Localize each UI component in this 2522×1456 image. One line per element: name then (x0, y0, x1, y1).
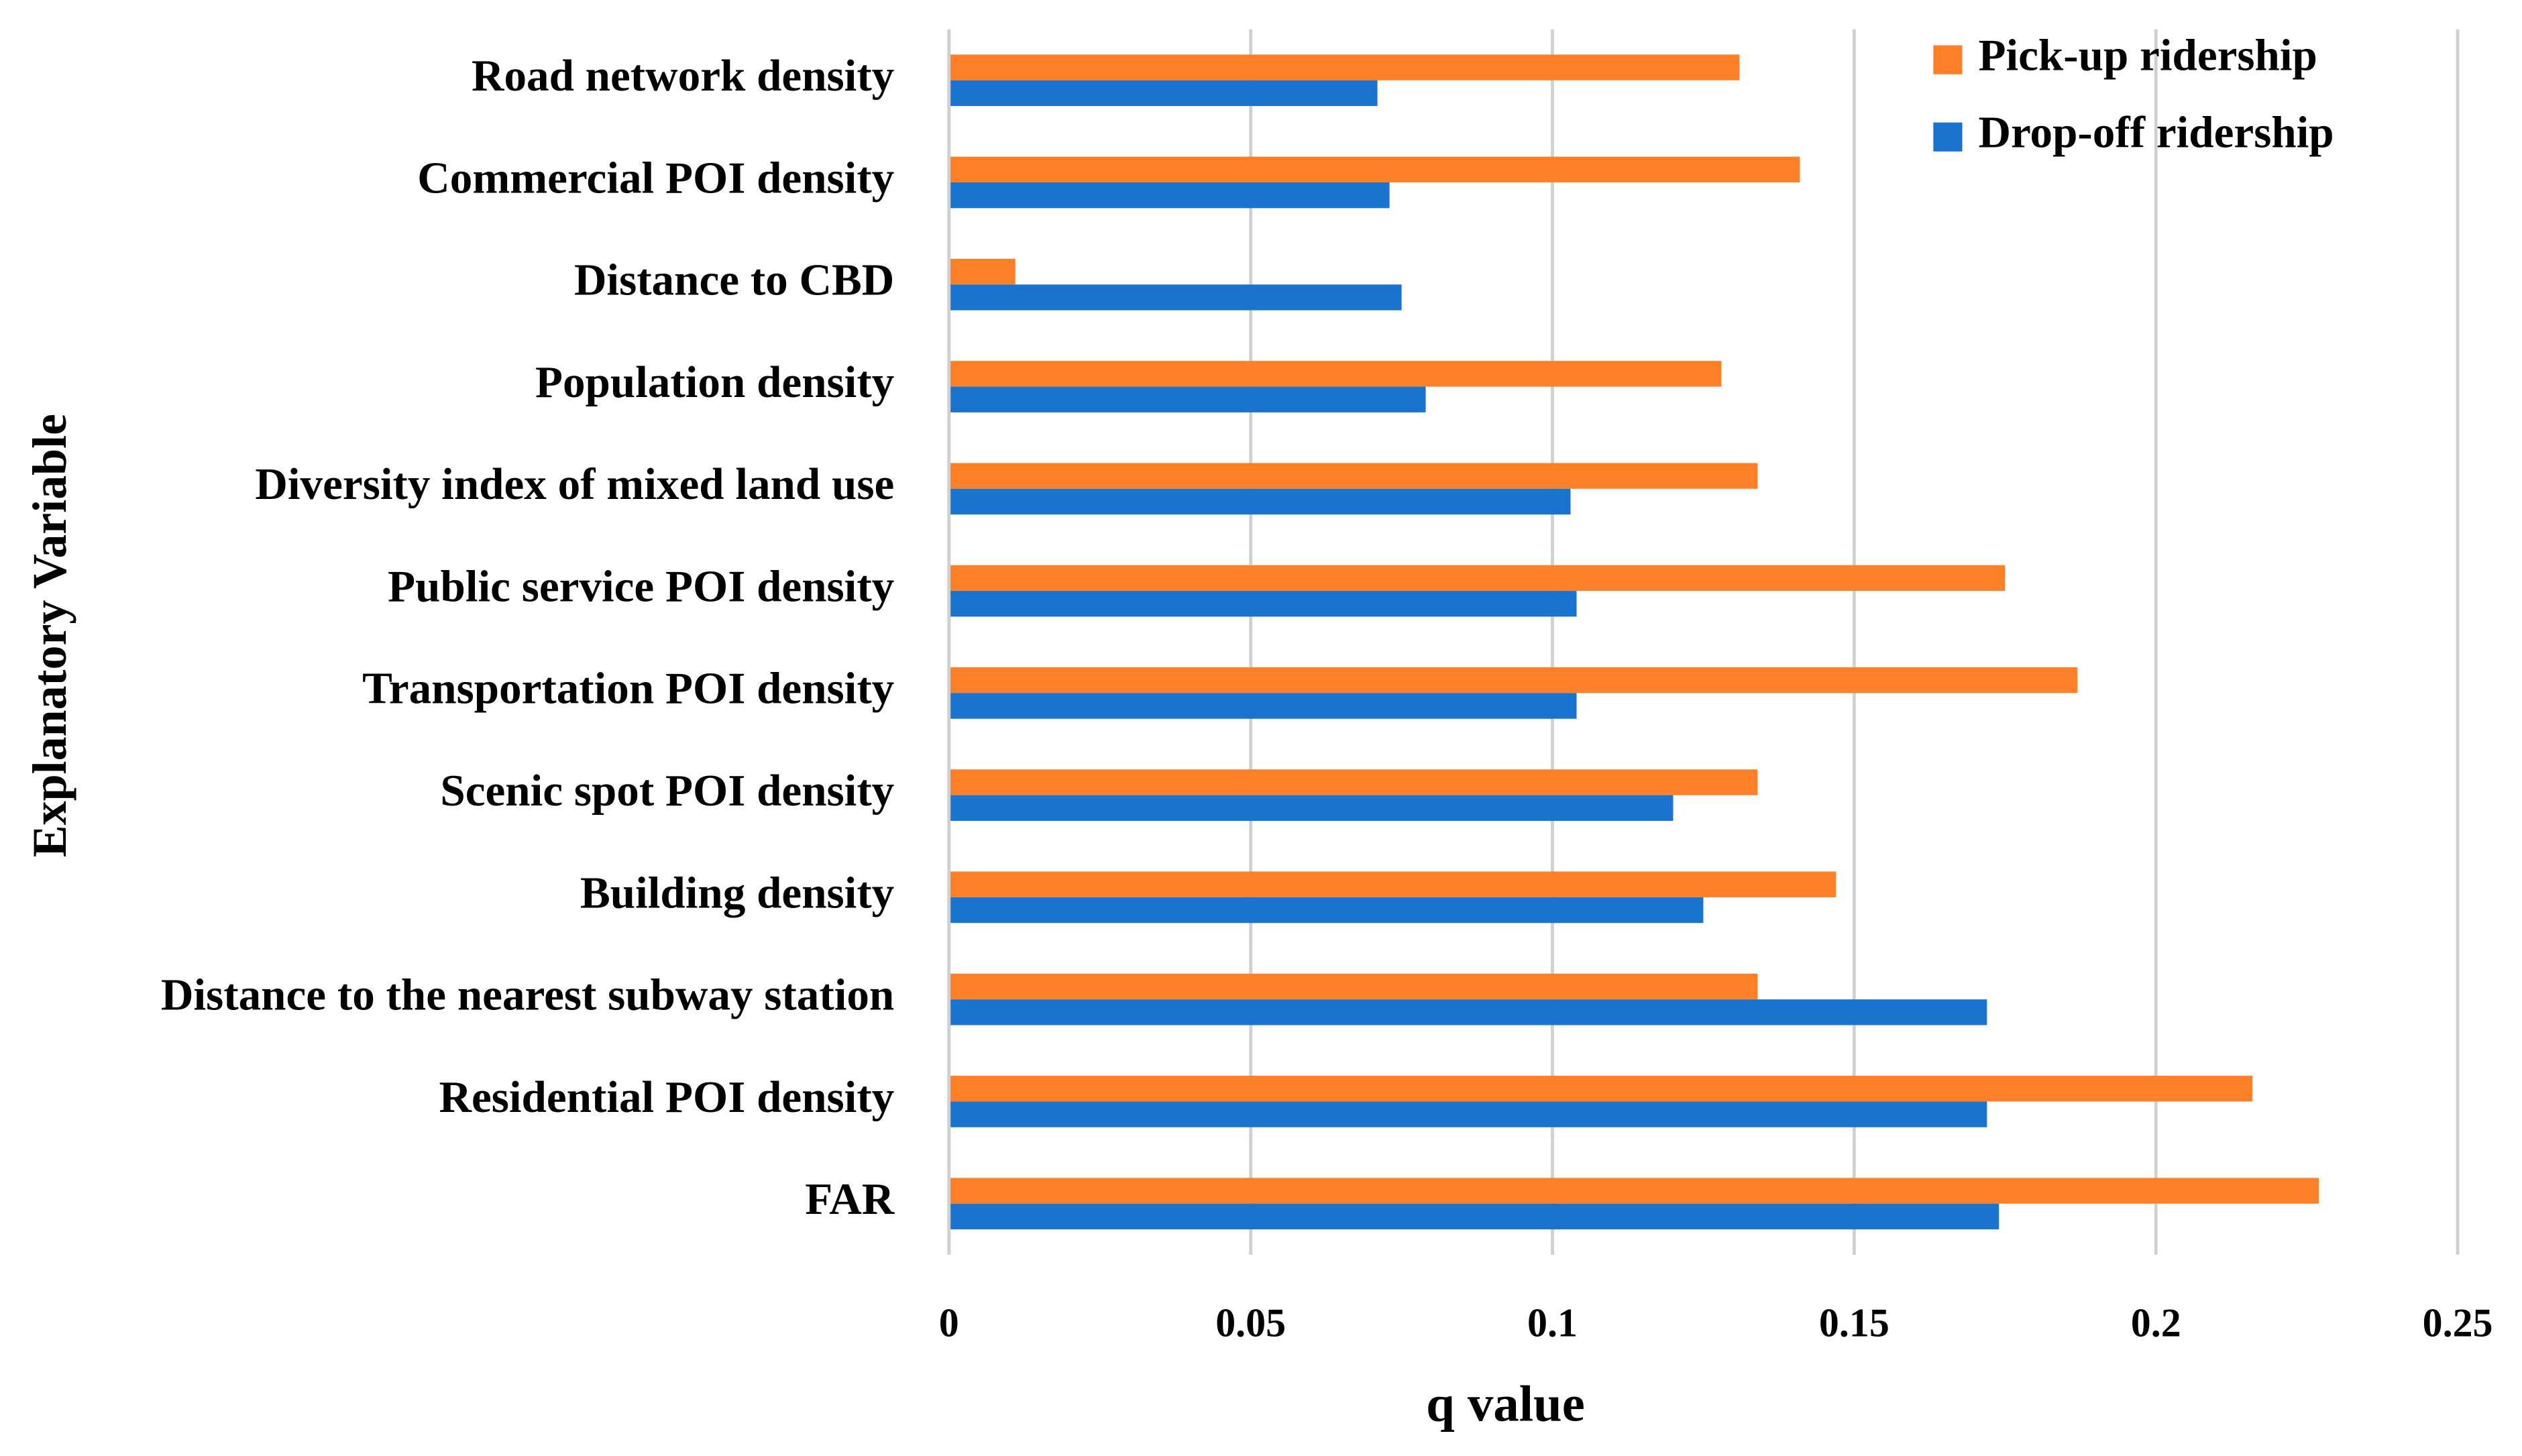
bar (948, 973, 1758, 1000)
y-tick-label: Building density (580, 867, 894, 917)
x-tick-label: 0.2 (2131, 1300, 2181, 1345)
legend-label: Pick-up ridership (1978, 30, 2317, 80)
bar (948, 488, 1571, 515)
bar (948, 54, 1740, 80)
y-axis-label: Explanatory Variable (23, 414, 76, 857)
y-tick-label: Residential POI density (439, 1072, 894, 1122)
y-tick-label: Scenic spot POI density (440, 765, 894, 816)
y-tick-label: Transportation POI density (362, 663, 894, 714)
x-axis-label: q value (1426, 1376, 1585, 1433)
bar (948, 999, 1987, 1025)
bar (948, 80, 1378, 107)
legend-swatch (1933, 122, 1963, 152)
bar (948, 361, 1722, 387)
x-tick-label: 0.1 (1527, 1300, 1578, 1345)
y-tick-label: Distance to the nearest subway station (161, 970, 894, 1020)
y-tick-label: Diversity index of mixed land use (255, 459, 894, 509)
y-tick-label: Commercial POI density (417, 152, 894, 203)
y-tick-label: Road network density (472, 50, 894, 101)
y-tick-label: Distance to CBD (574, 255, 894, 305)
y-tick-label: Population density (535, 357, 894, 407)
bar (948, 693, 1577, 719)
bar (948, 258, 1016, 285)
x-tick-label: 0 (939, 1300, 959, 1345)
bar (948, 897, 1704, 923)
bar (948, 1203, 1999, 1230)
bar (948, 1178, 2319, 1204)
bar (948, 1076, 2253, 1102)
bar (948, 769, 1758, 795)
bar (948, 871, 1836, 897)
x-tick-label: 0.15 (1819, 1300, 1889, 1345)
bar (948, 386, 1426, 412)
legend-swatch (1933, 45, 1963, 74)
bar (948, 667, 2078, 693)
x-tick-label: 0.05 (1215, 1300, 1286, 1345)
bar (948, 591, 1577, 617)
bar (948, 565, 2006, 592)
y-tick-label: Public service POI density (388, 561, 894, 611)
bar (948, 795, 1674, 821)
legend-label: Drop-off ridership (1978, 107, 2334, 158)
bar (948, 1101, 1987, 1127)
y-tick-label: FAR (805, 1174, 895, 1224)
bar (948, 156, 1800, 182)
x-tick-label: 0.25 (2423, 1300, 2493, 1345)
bar (948, 284, 1402, 311)
bar (948, 463, 1758, 489)
bar (948, 182, 1390, 209)
